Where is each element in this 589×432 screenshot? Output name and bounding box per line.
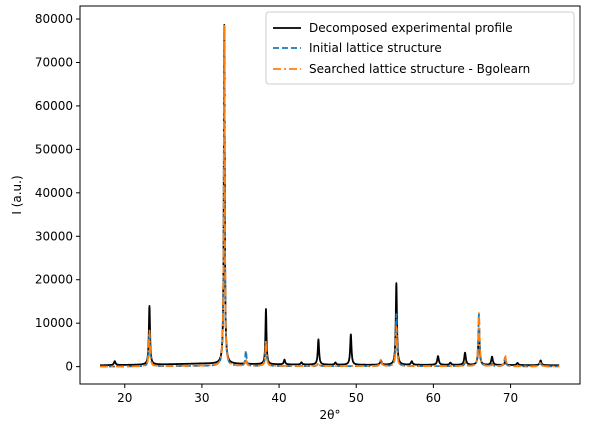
x-tick-label: 60	[426, 391, 441, 405]
x-tick-label: 20	[117, 391, 132, 405]
series-searched-line	[99, 23, 560, 368]
ticks-layer: 20 30 40 50 60 70 0 10000 20000 30000 40000 50000 60…	[35, 12, 518, 405]
y-axis-label: I (a.u.)	[10, 175, 24, 214]
y-tick-label: 10000	[35, 316, 73, 330]
series-layer	[99, 23, 560, 368]
y-tick-label: 60000	[35, 99, 73, 113]
y-tick-label: 40000	[35, 186, 73, 200]
legend-label-experimental: Decomposed experimental profile	[309, 21, 513, 35]
legend-label-searched: Searched lattice structure - Bgolearn	[309, 62, 530, 76]
y-tick-label: 20000	[35, 273, 73, 287]
y-tick-label: 50000	[35, 142, 73, 156]
x-tick-label: 70	[503, 391, 518, 405]
plot-frame	[79, 5, 581, 385]
x-tick-label: 30	[194, 391, 209, 405]
y-tick-label: 70000	[35, 55, 73, 69]
legend-box	[265, 11, 575, 85]
x-axis-label: 2θ°	[320, 408, 341, 422]
legend-label-initial: Initial lattice structure	[309, 41, 442, 55]
y-tick-label: 0	[65, 360, 73, 374]
y-tick-label: 80000	[35, 12, 73, 26]
legend: Decomposed experimental profile Initial …	[265, 11, 575, 85]
x-tick-label: 40	[271, 391, 286, 405]
y-tick-label: 30000	[35, 229, 73, 243]
x-tick-label: 50	[349, 391, 364, 405]
